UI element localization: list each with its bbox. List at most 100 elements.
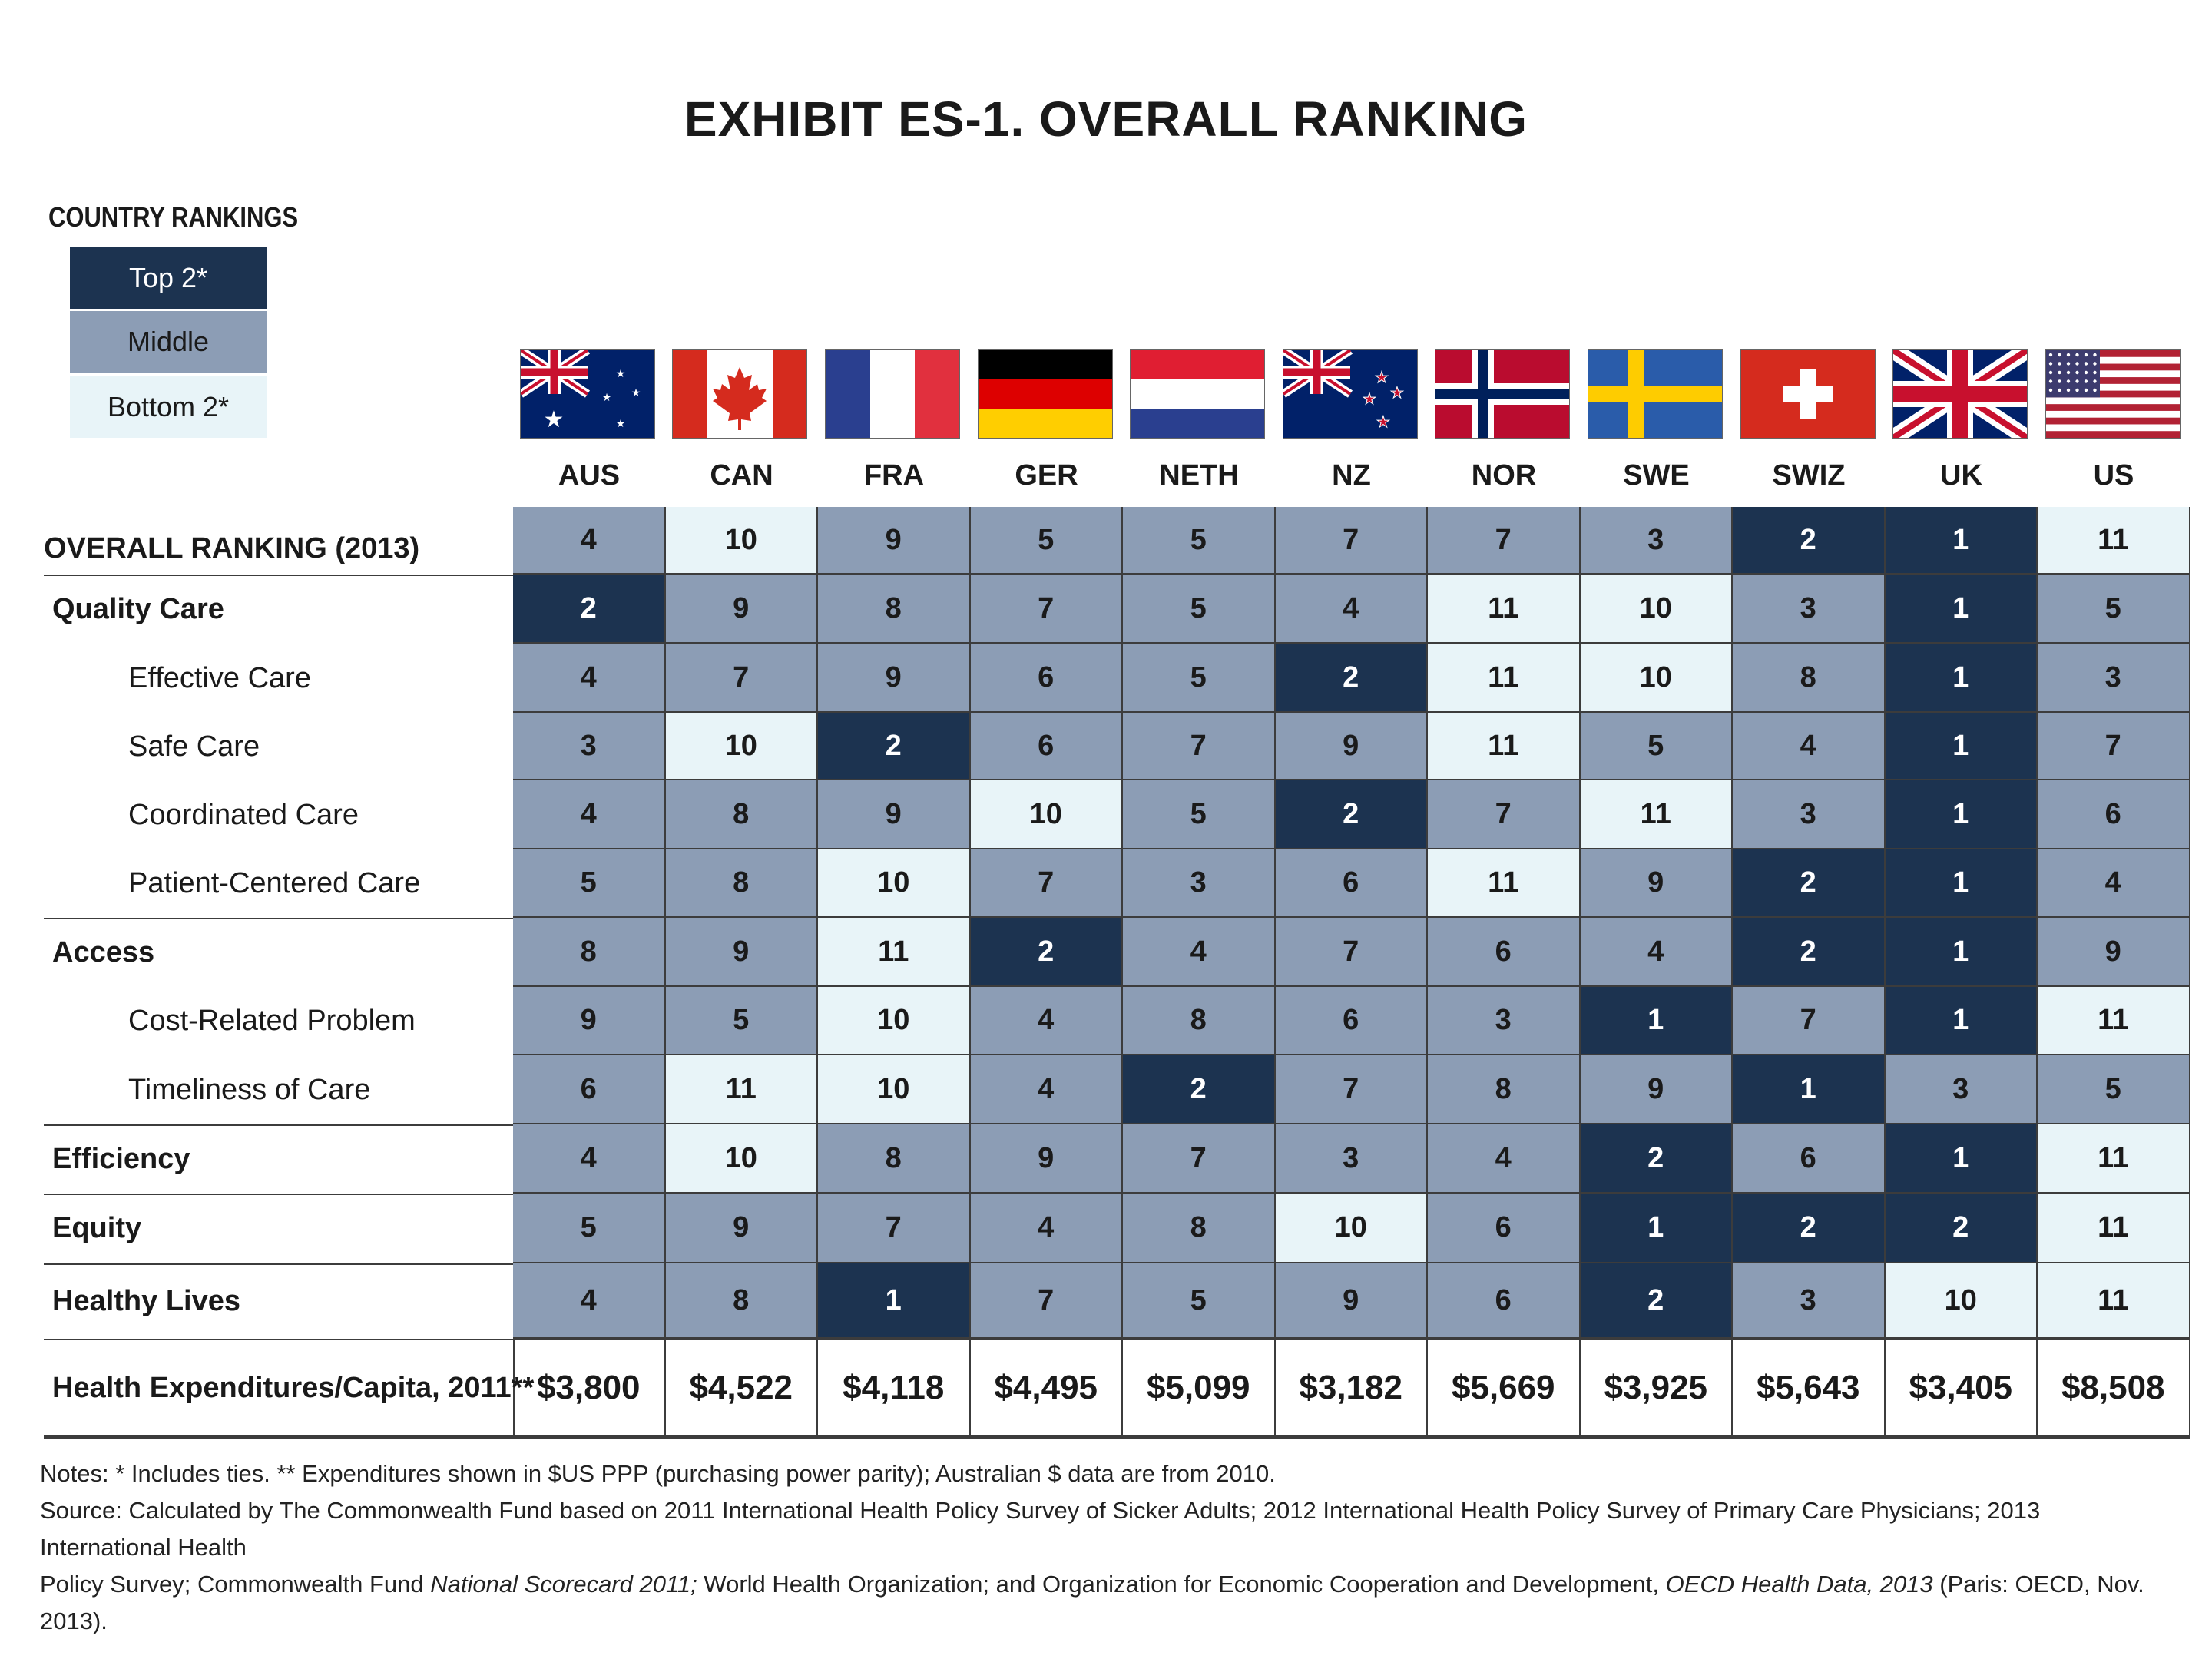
- rank-cell-can: 10: [665, 507, 818, 575]
- rank-cell-fra: 10: [818, 987, 971, 1055]
- rank-cell-swiz: 6: [1733, 1124, 1886, 1194]
- rank-cell-fra: 10: [818, 849, 971, 918]
- row-label-coordinated-care: Coordinated Care: [128, 798, 359, 831]
- row-label-overall-ranking-2013: OVERALL RANKING (2013): [44, 531, 420, 565]
- rank-cell-us: 7: [2038, 713, 2190, 780]
- rank-cell-ger: 7: [970, 1263, 1123, 1339]
- rank-cell-us: 11: [2038, 1263, 2190, 1339]
- flag-sweden-icon: [1588, 349, 1723, 439]
- column-header-can: CAN: [710, 459, 773, 492]
- rank-cell-neth: 7: [1123, 1124, 1276, 1194]
- rank-cell-ger: 7: [970, 575, 1123, 644]
- rank-cell-nz: 7: [1275, 1055, 1428, 1124]
- rank-cell-ger: 6: [970, 713, 1123, 780]
- rank-cell-uk: 1: [1885, 713, 2038, 780]
- rank-cell-aus: 4: [513, 644, 666, 713]
- expenditure-cell-can: $4,522: [666, 1340, 818, 1435]
- rank-cell-fra: 7: [818, 1194, 971, 1263]
- rank-cell-nor: 4: [1428, 1124, 1581, 1194]
- row-label-access: Access: [52, 935, 155, 969]
- rank-cell-ger: 4: [970, 1194, 1123, 1263]
- rank-cell-can: 7: [665, 644, 818, 713]
- rank-cell-nor: 6: [1428, 918, 1581, 987]
- rank-cell-aus: 5: [513, 1194, 666, 1263]
- notes: Notes: * Includes ties. ** Expenditures …: [40, 1455, 2160, 1640]
- rank-cell-neth: 7: [1123, 713, 1276, 780]
- rank-cell-fra: 9: [818, 644, 971, 713]
- expenditure-cell-ger: $4,495: [971, 1340, 1123, 1435]
- rank-cell-aus: 2: [513, 575, 666, 644]
- rank-cell-aus: 4: [513, 1263, 666, 1339]
- rank-cell-can: 8: [665, 1263, 818, 1339]
- rank-cell-us: 9: [2038, 918, 2190, 987]
- flag-australia-icon: ★ ★ ★ ★ ★: [520, 349, 655, 439]
- rank-cell-swiz: 2: [1733, 507, 1886, 575]
- rank-cell-can: 8: [665, 849, 818, 918]
- rank-cell-fra: 8: [818, 575, 971, 644]
- row-label-efficiency: Efficiency: [52, 1142, 190, 1175]
- row-separator: [44, 918, 513, 919]
- legend-top: Top 2*: [70, 247, 267, 309]
- rank-cell-uk: 1: [1885, 1124, 2038, 1194]
- row-label-patient-centered-care: Patient-Centered Care: [128, 867, 421, 899]
- rank-cell-swe: 10: [1580, 644, 1733, 713]
- rank-cell-nz: 4: [1275, 575, 1428, 644]
- rank-cell-swe: 11: [1580, 780, 1733, 849]
- rank-cell-us: 5: [2038, 1055, 2190, 1124]
- rank-cell-neth: 8: [1123, 1194, 1276, 1263]
- rank-cell-neth: 4: [1123, 918, 1276, 987]
- rank-cell-swiz: 3: [1733, 1263, 1886, 1339]
- rank-cell-can: 9: [665, 1194, 818, 1263]
- rank-cell-neth: 5: [1123, 507, 1276, 575]
- rank-cell-nor: 8: [1428, 1055, 1581, 1124]
- rank-cell-us: 11: [2038, 1194, 2190, 1263]
- rank-cell-nz: 10: [1275, 1194, 1428, 1263]
- expenditure-cell-uk: $3,405: [1886, 1340, 2038, 1435]
- rank-cell-swe: 10: [1580, 575, 1733, 644]
- column-header-swiz: SWIZ: [1772, 459, 1846, 492]
- rank-cell-us: 3: [2038, 644, 2190, 713]
- svg-text:★: ★: [1363, 391, 1376, 408]
- row-separator: [44, 1194, 513, 1195]
- rank-cell-nz: 6: [1275, 987, 1428, 1055]
- rank-cell-uk: 1: [1885, 644, 2038, 713]
- rank-cell-nor: 11: [1428, 644, 1581, 713]
- rank-cell-can: 10: [665, 1124, 818, 1194]
- rank-cell-neth: 5: [1123, 644, 1276, 713]
- rank-cell-swe: 4: [1580, 918, 1733, 987]
- legend-title: COUNTRY RANKINGS: [48, 201, 299, 233]
- flag-switzerland-icon: [1740, 349, 1876, 439]
- rank-cell-swiz: 8: [1733, 644, 1886, 713]
- rank-cell-can: 9: [665, 575, 818, 644]
- flag-germany-icon: [978, 349, 1113, 439]
- column-header-uk: UK: [1940, 459, 1982, 492]
- flag-new-zealand-icon: ★ ★ ★ ★: [1283, 349, 1418, 439]
- svg-text:★: ★: [544, 407, 565, 432]
- rank-cell-us: 6: [2038, 780, 2190, 849]
- svg-text:★: ★: [616, 367, 626, 379]
- rank-cell-nor: 6: [1428, 1263, 1581, 1339]
- rank-cell-aus: 5: [513, 849, 666, 918]
- row-label-equity: Equity: [52, 1212, 142, 1244]
- rank-cell-uk: 2: [1885, 1194, 2038, 1263]
- rank-cell-uk: 1: [1885, 507, 2038, 575]
- expenditure-top-border: [44, 1339, 2190, 1340]
- exhibit-title: EXHIBIT ES-1. OVERALL RANKING: [684, 91, 1528, 147]
- rank-cell-nz: 3: [1275, 1124, 1428, 1194]
- rank-cell-fra: 10: [818, 1055, 971, 1124]
- notes-line-1: Notes: * Includes ties. ** Expenditures …: [40, 1460, 1276, 1487]
- rank-cell-swiz: 2: [1733, 1194, 1886, 1263]
- expenditure-cell-neth: $5,099: [1123, 1340, 1276, 1435]
- rank-cell-can: 8: [665, 780, 818, 849]
- rank-cell-swe: 3: [1580, 507, 1733, 575]
- rank-cell-swiz: 2: [1733, 918, 1886, 987]
- rank-cell-us: 11: [2038, 987, 2190, 1055]
- rank-cell-swe: 9: [1580, 849, 1733, 918]
- svg-text:★: ★: [616, 417, 626, 429]
- row-label-healthy-lives: Healthy Lives: [52, 1284, 240, 1317]
- row-label-timeliness-of-care: Timeliness of Care: [128, 1073, 371, 1106]
- rank-cell-nor: 7: [1428, 507, 1581, 575]
- rank-cell-aus: 9: [513, 987, 666, 1055]
- rank-cell-neth: 5: [1123, 780, 1276, 849]
- rank-cell-swiz: 4: [1733, 713, 1886, 780]
